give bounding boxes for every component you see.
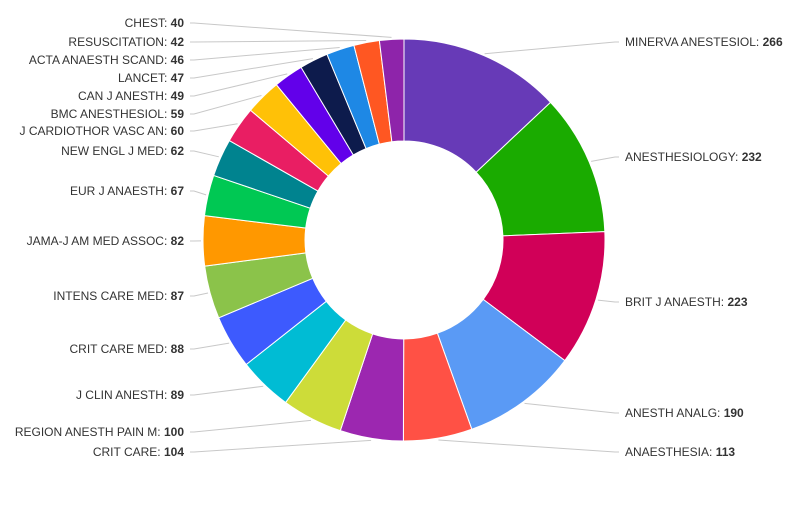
label-can-j-anesth: CAN J ANESTH: 49 [78,89,184,103]
label-name: ACTA ANAESTH SCAND: [29,53,171,67]
label-crit-care: CRIT CARE: 104 [93,445,184,459]
label-jama-j-am-med-assoc: JAMA-J AM MED ASSOC: 82 [27,234,185,248]
connector-new-engl-j-med [190,150,219,158]
label-value: 266 [763,35,783,49]
label-acta-anaesth-scand: ACTA ANAESTH SCAND: 46 [29,53,184,67]
label-value: 223 [727,295,747,309]
label-value: 87 [171,289,185,303]
label-new-engl-j-med: NEW ENGL J MED: 62 [61,144,184,158]
label-name: REGION ANESTH PAIN M: [15,425,164,439]
label-name: ANESTH ANALG: [625,406,724,420]
label-name: ANESTHESIOLOGY: [625,150,742,164]
connector-j-cardiothor-vasc-an [190,123,238,132]
label-name: INTENS CARE MED: [53,289,170,303]
label-value: 60 [171,124,185,138]
label-name: CHEST: [125,16,171,30]
label-value: 232 [742,150,762,164]
connector-anaesthesia [438,439,619,453]
label-name: J CLIN ANESTH: [76,388,171,402]
connector-intens-care-med [190,292,209,297]
label-value: 67 [171,184,185,198]
label-j-cardiothor-vasc-an: J CARDIOTHOR VASC AN: 60 [20,124,185,138]
connector-minerva-anestesiol [484,41,619,55]
connector-bmc-anesthesiol [190,94,262,115]
label-resuscitation: RESUSCITATION: 42 [68,35,184,49]
label-name: BMC ANESTHESIOL: [51,107,171,121]
label-value: 40 [171,16,185,30]
label-name: RESUSCITATION: [68,35,170,49]
connector-crit-care [190,439,372,453]
label-crit-care-med: CRIT CARE MED: 88 [70,342,185,356]
connector-brit-j-anaesth [597,299,619,303]
label-name: CRIT CARE MED: [70,342,171,356]
connector-can-j-anesth [190,73,288,97]
label-value: 113 [716,445,736,459]
connector-acta-anaesth-scand [190,46,340,61]
label-name: NEW ENGL J MED: [61,144,171,158]
label-connectors [190,22,619,453]
label-eur-j-anaesth: EUR J ANAESTH: 67 [70,184,184,198]
label-name: ANAESTHESIA: [625,445,716,459]
label-value: 190 [724,406,744,420]
label-anaesthesia: ANAESTHESIA: 113 [625,445,735,459]
label-value: 100 [164,425,184,439]
label-bmc-anesthesiol: BMC ANESTHESIOL: 59 [51,107,185,121]
label-value: 82 [171,234,185,248]
label-value: 62 [171,144,185,158]
label-value: 59 [171,107,185,121]
slice-chest[interactable] [378,38,405,143]
label-value: 46 [171,53,185,67]
label-value: 104 [164,445,184,459]
label-minerva-anestesiol: MINERVA ANESTESIOL: 266 [625,35,783,49]
connector-j-clin-anesth [190,385,264,396]
label-name: MINERVA ANESTESIOL: [625,35,763,49]
label-j-clin-anesth: J CLIN ANESTH: 89 [76,388,184,402]
connector-resuscitation [190,40,367,43]
connector-eur-j-anaesth [190,190,207,196]
label-value: 42 [171,35,185,49]
label-value: 47 [171,71,185,85]
label-name: CAN J ANESTH: [78,89,171,103]
slice-labels: MINERVA ANESTESIOL: 266 ANESTHESIOLOGY: 2… [15,16,783,459]
label-name: CRIT CARE: [93,445,164,459]
label-brit-j-anaesth: BRIT J ANAESTH: 223 [625,295,748,309]
chart-slices [202,38,606,442]
label-anesth-analg: ANESTH ANALG: 190 [625,406,744,420]
label-name: JAMA-J AM MED ASSOC: [27,234,171,248]
label-value: 89 [171,388,185,402]
connector-lancet [190,58,314,79]
label-name: EUR J ANAESTH: [70,184,171,198]
connector-chest [190,22,392,38]
label-value: 88 [171,342,185,356]
connector-crit-care-med [190,342,230,350]
label-intens-care-med: INTENS CARE MED: 87 [53,289,184,303]
connector-region-anesth-pain-m [190,419,312,433]
label-name: J CARDIOTHOR VASC AN: [20,124,171,138]
label-value: 49 [171,89,185,103]
label-lancet: LANCET: 47 [118,71,184,85]
label-name: LANCET: [118,71,171,85]
connector-anesthesiology [591,156,619,162]
label-chest: CHEST: 40 [125,16,185,30]
label-name: BRIT J ANAESTH: [625,295,727,309]
label-region-anesth-pain-m: REGION ANESTH PAIN M: 100 [15,425,184,439]
label-anesthesiology: ANESTHESIOLOGY: 232 [625,150,762,164]
connector-anesth-analg [524,402,619,414]
